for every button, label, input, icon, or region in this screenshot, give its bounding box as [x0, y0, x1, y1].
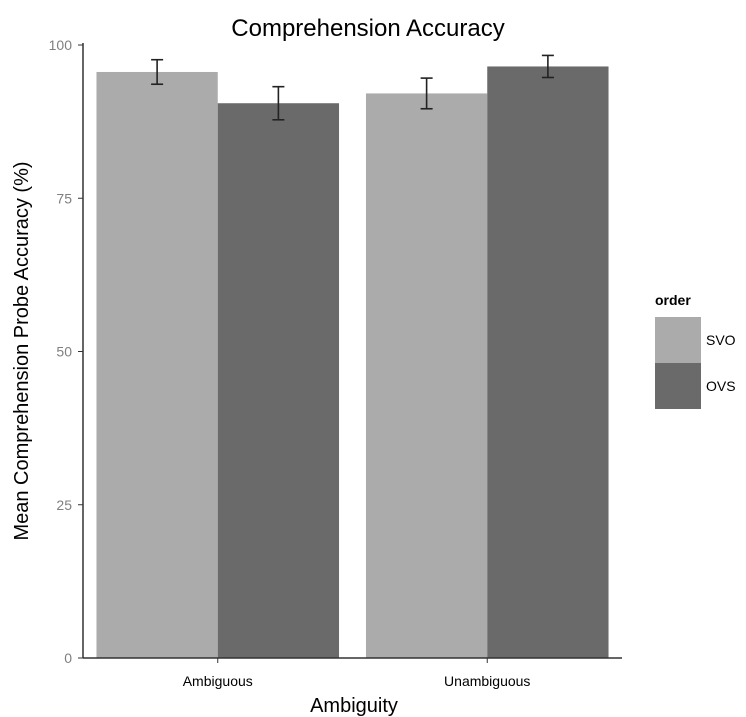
y-axis-title: Mean Comprehension Probe Accuracy (%) [11, 161, 33, 540]
y-tick-label: 75 [56, 190, 72, 206]
axes: Ambiguous Unambiguous 0 25 50 75 100 [49, 37, 622, 689]
y-tick-label: 0 [64, 650, 72, 666]
legend-swatch-svo [655, 317, 701, 363]
y-tick-label: 100 [49, 37, 73, 53]
legend-label-svo: SVO [706, 332, 736, 348]
legend-title: order [655, 292, 691, 308]
bar-ovs-unambiguous [487, 66, 609, 658]
legend: order SVO OVS [655, 292, 736, 409]
bar-svo-ambiguous [96, 71, 218, 659]
y-tick-label: 50 [56, 344, 72, 360]
x-tick-label: Ambiguous [183, 673, 253, 689]
bar-ovs-ambiguous [217, 103, 340, 659]
legend-swatch-ovs [655, 363, 701, 409]
x-axis-title: Ambiguity [310, 695, 398, 717]
plot-area [96, 54, 609, 659]
y-tick-label: 25 [56, 497, 72, 513]
bar-svo-unambiguous [365, 93, 488, 658]
legend-label-ovs: OVS [706, 378, 736, 394]
x-tick-label: Unambiguous [444, 673, 530, 689]
chart-title: Comprehension Accuracy [231, 15, 504, 42]
